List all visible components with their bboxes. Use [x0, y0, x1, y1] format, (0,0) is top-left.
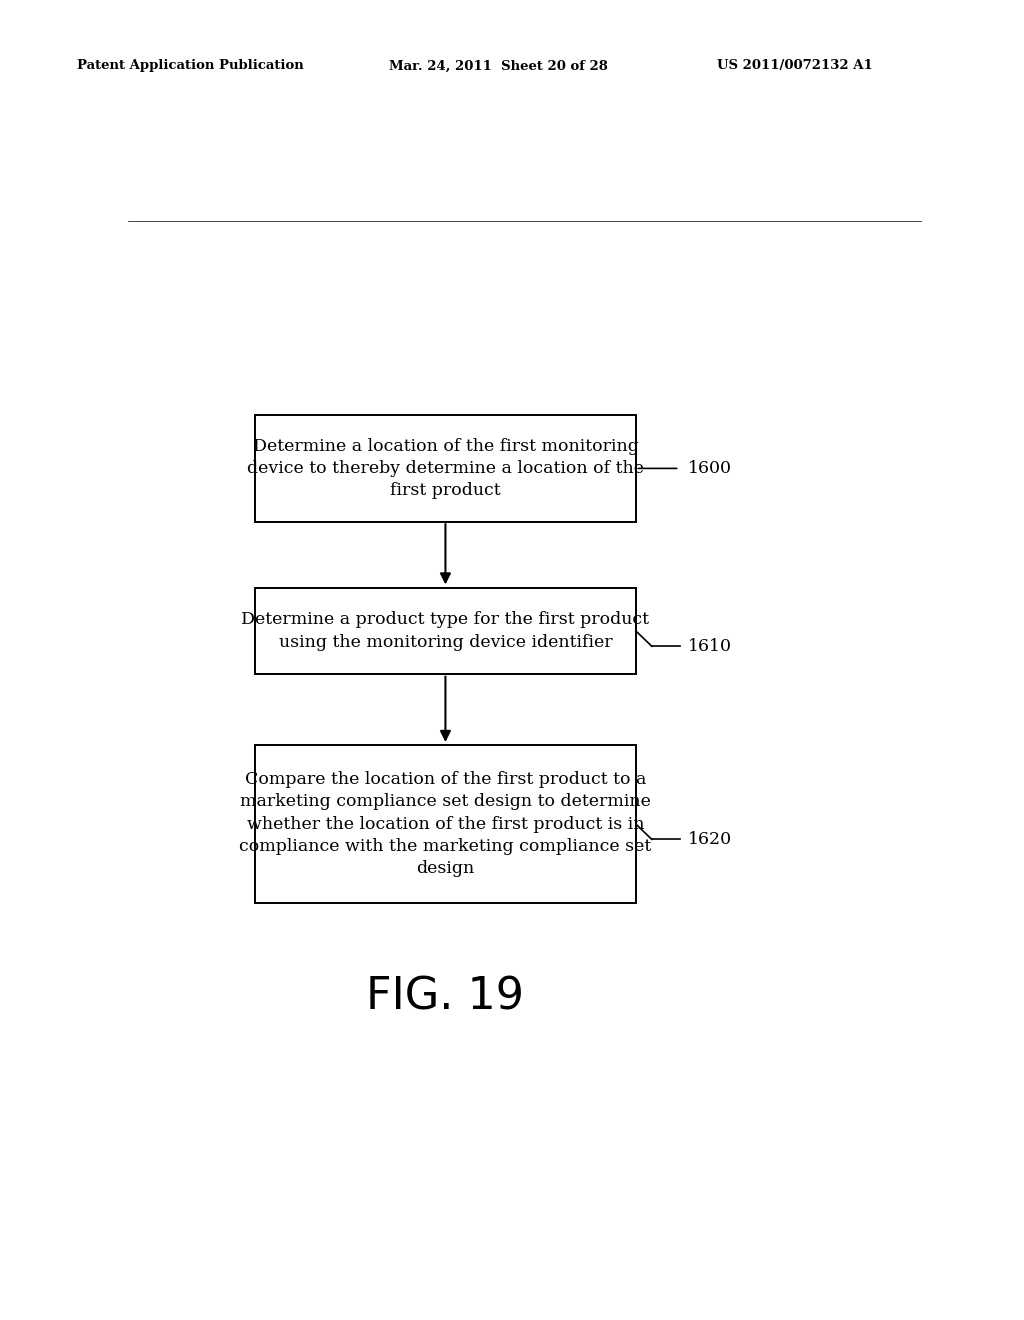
Bar [255, 746, 636, 903]
Text: FIG. 19: FIG. 19 [367, 975, 524, 1019]
Text: Mar. 24, 2011  Sheet 20 of 28: Mar. 24, 2011 Sheet 20 of 28 [389, 59, 608, 73]
Bar [255, 414, 636, 521]
Text: US 2011/0072132 A1: US 2011/0072132 A1 [717, 59, 872, 73]
Text: Compare the location of the first product to a
marketing compliance set design t: Compare the location of the first produc… [240, 771, 651, 876]
Text: Determine a product type for the first product
using the monitoring device ident: Determine a product type for the first p… [242, 611, 649, 651]
Text: 1610: 1610 [687, 638, 731, 655]
Text: 1620: 1620 [687, 830, 731, 847]
Bar [255, 587, 636, 675]
Text: 1600: 1600 [687, 459, 731, 477]
Text: Determine a location of the first monitoring
device to thereby determine a locat: Determine a location of the first monito… [247, 438, 644, 499]
Text: Patent Application Publication: Patent Application Publication [77, 59, 303, 73]
